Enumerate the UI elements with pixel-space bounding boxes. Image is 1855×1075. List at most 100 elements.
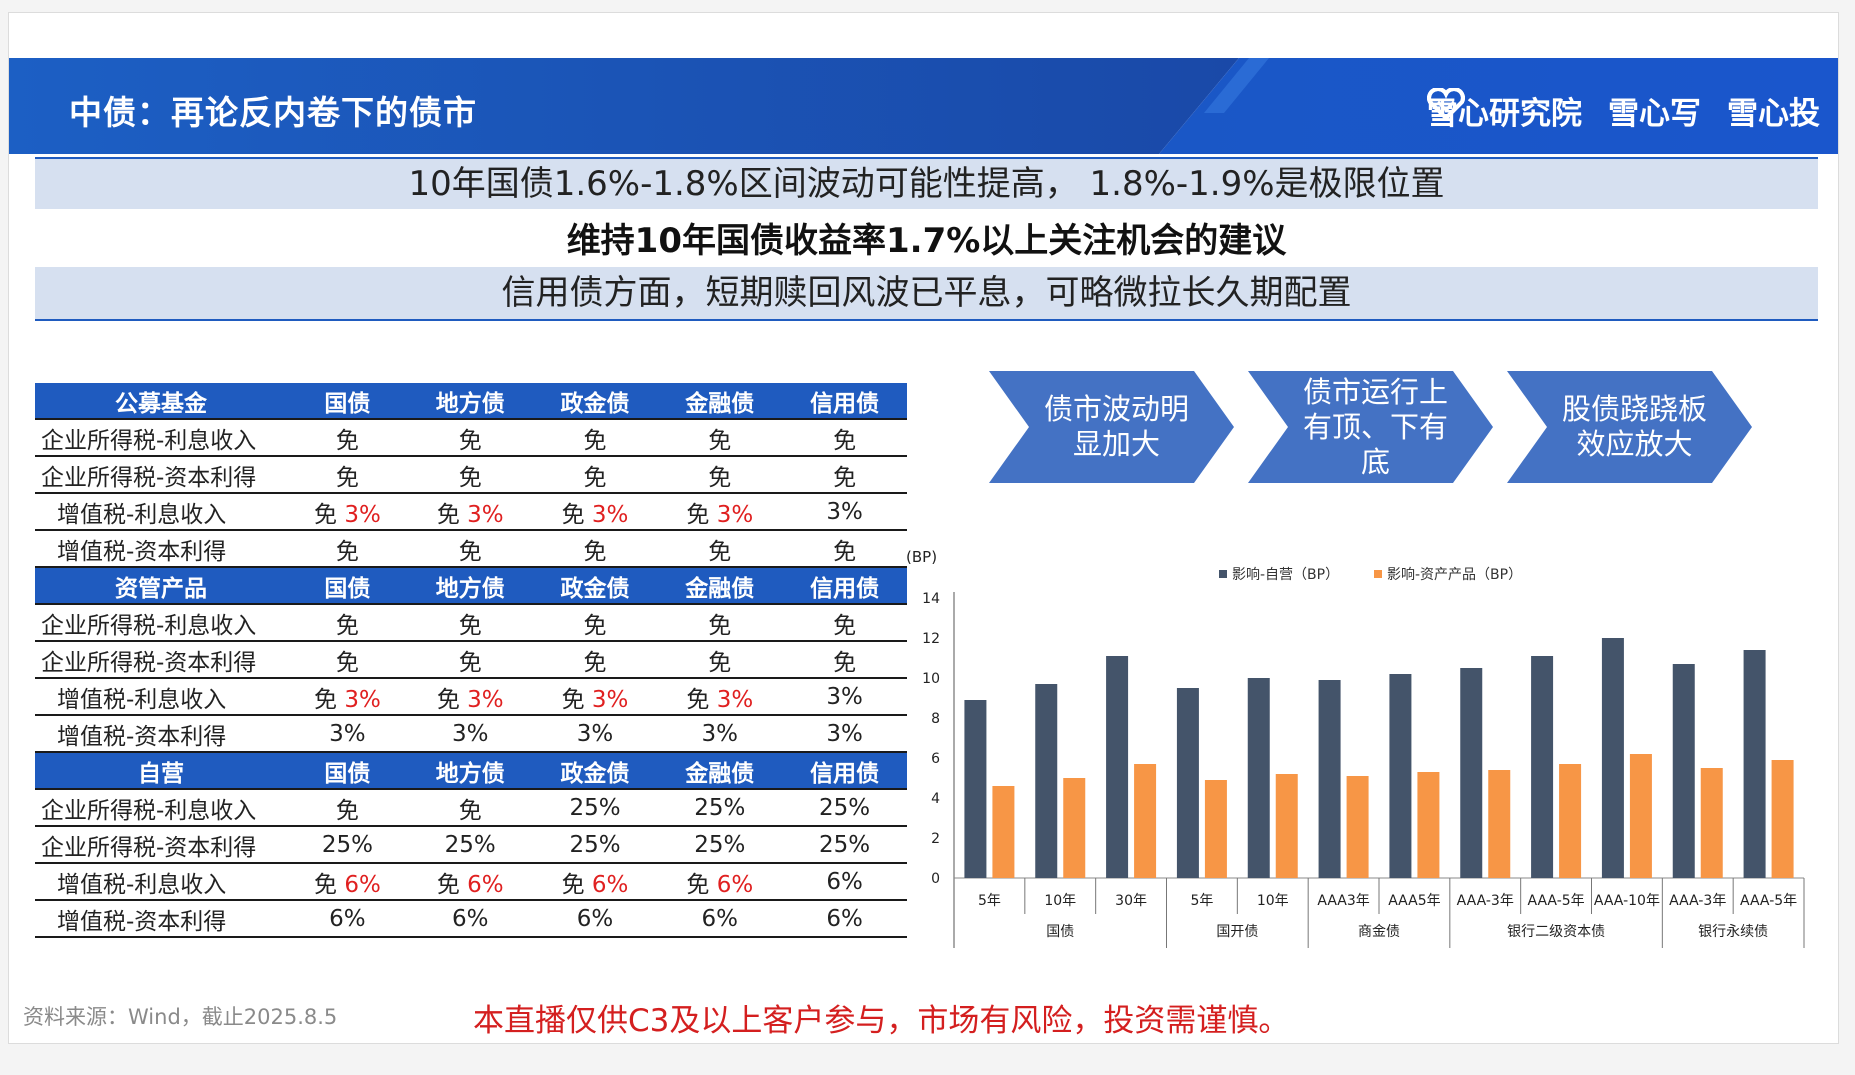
- table-cell: 免: [407, 530, 533, 568]
- table-row: 企业所得税-利息收入 免 免 25% 25% 25%: [35, 789, 907, 827]
- table-cell: 25%: [782, 826, 907, 864]
- row-label: 企业所得税-资本利得: [35, 641, 287, 679]
- x-category-label: 5年: [1190, 893, 1213, 909]
- cell-value: 25%: [569, 794, 621, 821]
- cell-value: 6%: [826, 905, 863, 932]
- column-header: 国债: [287, 383, 408, 420]
- table-row: 企业所得税-资本利得 25% 25% 25% 25% 25%: [35, 826, 907, 864]
- bar: [1346, 776, 1369, 878]
- cell-rate-highlight: 3%: [716, 686, 754, 713]
- row-label: 增值税-利息收入: [35, 678, 287, 716]
- cell-value: 免: [686, 871, 717, 898]
- x-group-label: 银行二级资本债: [1507, 924, 1605, 940]
- title-banner: 中债：再论反内卷下的债市 雪心研究院 雪心写 雪心投: [9, 58, 1838, 154]
- x-category-label: 5年: [978, 893, 1001, 909]
- table-cell: 免: [407, 789, 533, 827]
- table-row: 增值税-利息收入免 3% 免 3% 免 3% 免 3% 3%: [35, 678, 907, 716]
- bar: [1771, 760, 1794, 878]
- chevron-arrow: [989, 371, 1234, 483]
- cell-value: 6%: [451, 905, 489, 932]
- cell-value: 免: [686, 501, 717, 528]
- cell-rate-highlight: 3%: [716, 501, 754, 528]
- x-category-label: 10年: [1257, 893, 1289, 909]
- headline-yield-range: 10年国债1.6%-1.8%区间波动可能性提高， 1.8%-1.9%是极限位置: [35, 157, 1818, 209]
- cell-value: 免: [314, 871, 345, 898]
- y-tick-label: 2: [931, 831, 940, 847]
- bar: [1106, 656, 1129, 878]
- arrow-label: 股债跷跷板 效应放大: [1527, 392, 1742, 462]
- y-tick-label: 4: [931, 791, 940, 807]
- column-header: 国债: [287, 752, 408, 790]
- bar: [1417, 772, 1440, 878]
- column-header: 金融债: [657, 752, 783, 790]
- bar: [1743, 650, 1766, 878]
- bar: [1460, 668, 1483, 878]
- table-cell: 免: [532, 604, 658, 642]
- column-header: 政金债: [532, 752, 658, 790]
- table-cell: 6%: [782, 900, 907, 938]
- arrow-label-line: 债市运行上: [1302, 374, 1448, 409]
- cell-value: 免: [583, 649, 607, 676]
- table-cell: 3%: [782, 678, 907, 716]
- cell-value: 免: [314, 686, 345, 713]
- cell-value: 免: [335, 649, 359, 676]
- cell-value: 免: [335, 464, 359, 491]
- bar: [1672, 664, 1695, 878]
- cell-value: 25%: [694, 794, 746, 821]
- row-label: 增值税-利息收入: [35, 863, 287, 901]
- cell-value: 6%: [701, 905, 739, 932]
- section-header-row: 资管产品 国债 地方债 政金债 金融债 信用债: [35, 567, 907, 605]
- cell-value: 3%: [329, 720, 366, 747]
- cell-value: 免: [583, 464, 607, 491]
- cell-value: 免: [436, 871, 468, 898]
- logo-write-text: 雪心写: [1608, 96, 1701, 132]
- table-cell: 25%: [657, 826, 783, 864]
- x-category-label: AAA-10年: [1594, 893, 1660, 909]
- cell-rate-highlight: 3%: [467, 686, 504, 713]
- cell-value: 免: [335, 612, 359, 639]
- y-axis-unit: (BP): [906, 548, 937, 566]
- table-cell: 6%: [407, 900, 533, 938]
- column-header: 国债: [287, 567, 408, 605]
- arrow-label-line: 效应放大: [1576, 427, 1693, 461]
- table-cell: 免: [407, 456, 533, 494]
- cell-value: 3%: [826, 498, 863, 525]
- row-label: 企业所得税-资本利得: [35, 826, 287, 864]
- y-tick-label: 6: [931, 751, 940, 767]
- section-name: 自营: [35, 752, 287, 790]
- cell-rate-highlight: 3%: [591, 501, 629, 528]
- column-header: 金融债: [657, 383, 783, 420]
- cell-value: 3%: [826, 683, 863, 710]
- row-label: 企业所得税-利息收入: [35, 789, 287, 827]
- cell-value: 免: [833, 464, 857, 491]
- heart-logo-icon: [1427, 88, 1465, 120]
- row-label: 企业所得税-资本利得: [35, 456, 287, 494]
- table-cell: 免: [657, 641, 783, 679]
- cell-value: 免: [436, 686, 468, 713]
- bar: [1531, 656, 1554, 878]
- table-cell: 免: [287, 604, 408, 642]
- cell-value: 免: [708, 612, 732, 639]
- arrow-label-line: 显加大: [1072, 427, 1160, 461]
- cell-value: 25%: [819, 794, 871, 821]
- table-cell: 免 3%: [657, 493, 783, 531]
- headline-credit: 信用债方面，短期赎回风波已平息，可略微拉长久期配置: [35, 267, 1818, 321]
- cell-rate-highlight: 6%: [344, 871, 381, 898]
- table-cell: 25%: [782, 789, 907, 827]
- x-category-label: AAA-5年: [1740, 893, 1797, 909]
- column-header: 地方债: [407, 567, 533, 605]
- table-cell: 3%: [657, 715, 783, 753]
- arrow-label: 债市波动明 显加大: [1009, 392, 1224, 462]
- source-note: 资料来源：Wind，截止2025.8.5: [23, 1005, 338, 1029]
- bar: [1700, 768, 1723, 878]
- cell-value: 3%: [701, 720, 739, 747]
- chevron-arrow: [1248, 371, 1493, 483]
- bar: [1275, 774, 1298, 878]
- arrow-label: 债市运行上 有顶、下有底: [1268, 375, 1483, 480]
- bp-impact-chart: (BP) 0 2 4 6 8 10 12 14 5年 10年 30年 5年 10年 AAA3年 AAA5年 AA…: [906, 548, 1805, 948]
- table-cell: 免: [407, 641, 533, 679]
- cell-value: 25%: [819, 831, 871, 858]
- bar: [1389, 674, 1412, 878]
- bar: [1176, 688, 1199, 878]
- logo-write: 雪心写: [1427, 88, 1701, 133]
